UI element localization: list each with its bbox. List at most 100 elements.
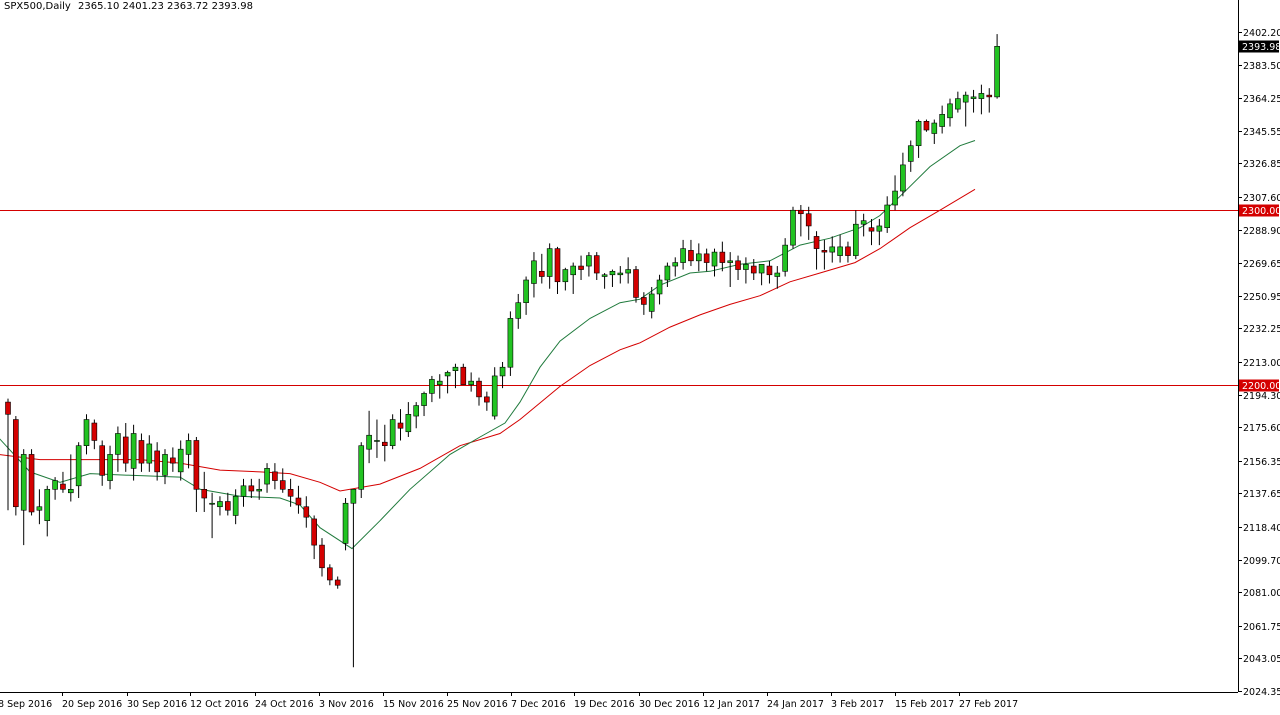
candle-up [672, 262, 679, 267]
x-tick-label: 30 Dec 2016 [639, 699, 700, 710]
candle-up [83, 419, 90, 446]
candle-up [44, 488, 51, 521]
candle-up [531, 260, 537, 284]
candle-down [303, 506, 310, 518]
candle-down [319, 544, 325, 569]
candle-up [264, 468, 270, 485]
x-tick-label: 12 Oct 2016 [190, 699, 249, 710]
candle-down [538, 270, 545, 277]
candle-up [962, 94, 969, 103]
candle-down [813, 236, 820, 249]
candle-down [868, 227, 875, 232]
candle-up [546, 248, 553, 277]
candle-up [374, 440, 380, 442]
candle-down [170, 457, 176, 464]
y-tick-label: 2250.95 [1243, 292, 1280, 303]
candle-down [805, 213, 812, 227]
candle-up [115, 433, 121, 455]
candle-up [52, 480, 58, 490]
level-label: 2200.00 [1242, 381, 1280, 392]
candle-down [5, 401, 11, 415]
candle-down [295, 497, 302, 506]
candle-down [248, 485, 255, 492]
candle-up [978, 93, 985, 99]
candle-up [177, 448, 184, 473]
ohlc-readout: 2365.10 2401.23 2363.72 2393.98 [77, 1, 253, 12]
candle-up [209, 502, 215, 505]
candle-up [240, 485, 247, 497]
candle-up [468, 380, 474, 385]
candle-down [138, 440, 145, 464]
candle-up [130, 433, 137, 469]
candle-down [287, 488, 294, 497]
candle-up [232, 495, 239, 516]
candle-up [680, 248, 686, 263]
candle-down [476, 380, 482, 398]
x-tick-label: 27 Feb 2017 [959, 699, 1018, 710]
candle-down [279, 480, 286, 490]
candle-down [460, 366, 467, 385]
candle-down [633, 269, 639, 298]
candle-up [648, 293, 655, 312]
moving-averages [0, 140, 976, 550]
candle-up [562, 269, 569, 283]
candle-down [311, 518, 317, 546]
candle-down [272, 471, 278, 481]
candle-down [381, 441, 388, 446]
candle-down [554, 248, 561, 283]
candle-up [429, 379, 435, 394]
x-tick-label: 3 Feb 2017 [831, 699, 884, 710]
candle-up [444, 372, 451, 377]
candle-up [711, 251, 718, 267]
candle-down [688, 250, 694, 262]
candle-up [617, 272, 624, 276]
candle-up [586, 255, 592, 267]
y-tick-label: 2288.90 [1243, 226, 1280, 237]
y-tick-label: 2232.25 [1243, 324, 1280, 335]
candle-up [217, 501, 223, 508]
x-tick-label: 12 Jan 2017 [703, 699, 760, 710]
candle-up [405, 414, 412, 433]
candle-up [342, 502, 349, 544]
candle-down [154, 450, 160, 473]
x-tick-label: 15 Feb 2017 [895, 699, 954, 710]
candle-up [931, 122, 938, 134]
candle-up [939, 114, 945, 127]
candle-up [884, 204, 891, 228]
candle-up [452, 366, 459, 372]
y-tick-label: 2213.00 [1243, 358, 1280, 369]
candle-up [107, 454, 113, 481]
level-label-bg [1239, 204, 1279, 217]
candle-down [122, 436, 129, 464]
candle-up [900, 164, 906, 192]
y-tick-label: 2326.85 [1243, 159, 1280, 170]
candle-up [36, 506, 43, 511]
horizontal-levels [0, 210, 1238, 386]
candle-up [774, 272, 781, 277]
y-tick-label: 2383.50 [1243, 61, 1280, 72]
candle-up [601, 274, 608, 277]
candle-up [782, 244, 788, 272]
x-tick-label: 25 Nov 2016 [447, 699, 508, 710]
symbol-label: SPX500,Daily [4, 1, 71, 12]
candle-up [829, 246, 836, 253]
candle-up [570, 265, 577, 276]
candle-up [892, 190, 898, 206]
candle-down [99, 445, 105, 476]
candle-up [727, 260, 734, 263]
candle-down [13, 419, 19, 508]
candle-up [743, 264, 749, 270]
candle-up [389, 419, 396, 446]
candle-up [507, 318, 514, 368]
candle-up [664, 265, 671, 281]
y-tick-label: 2043.05 [1243, 654, 1280, 665]
x-tick-label: 24 Oct 2016 [255, 699, 314, 710]
candle-up [970, 96, 977, 99]
candle-down [923, 120, 930, 131]
candle-up [837, 246, 843, 256]
candle-down [821, 250, 828, 253]
candles [5, 34, 1000, 668]
y-tick-label: 2137.65 [1243, 489, 1280, 500]
